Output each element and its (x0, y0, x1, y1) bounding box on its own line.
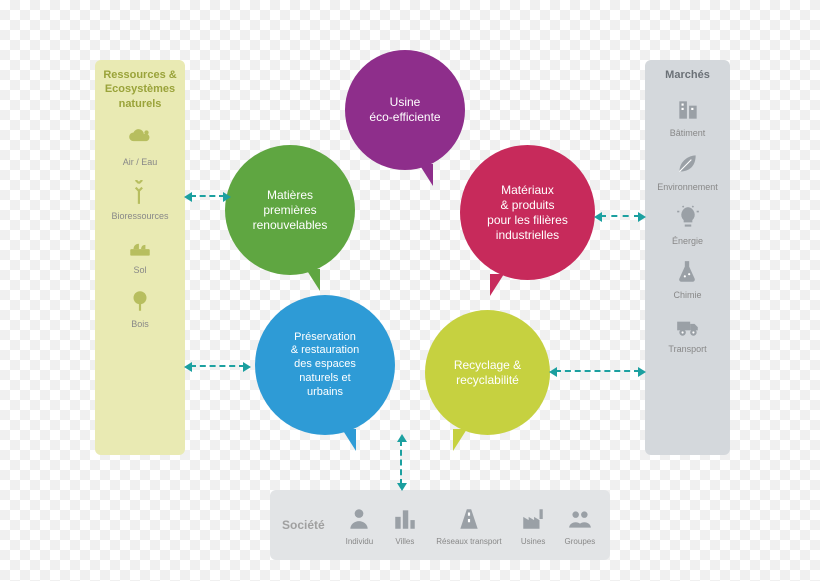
panel-item: Environnement (657, 150, 718, 192)
panel-item-label: Transport (668, 344, 706, 354)
bubble-line: éco-efficiente (369, 110, 440, 125)
panel-item-label: Usines (521, 537, 545, 546)
factory-icon (519, 505, 547, 533)
panel-item: Bioressources (111, 179, 168, 221)
cloud-icon (126, 125, 154, 153)
panel-item: Groupes (565, 505, 596, 546)
bubble-left: Matièrespremièresrenouvelables (225, 145, 355, 275)
tree-icon (126, 287, 154, 315)
bubble-line: premières (253, 203, 328, 218)
connector-arrow (190, 365, 245, 367)
bubble-tail (453, 429, 467, 451)
panel-item-label: Groupes (565, 537, 596, 546)
panel-resources-title: Ressources & Ecosystèmes naturels (95, 60, 185, 119)
bubble-line: industrielles (487, 228, 568, 243)
panel-markets-title: Marchés (645, 60, 730, 90)
panel-item-label: Bois (131, 319, 149, 329)
bubble-right: Matériaux& produitspour les filièresindu… (460, 145, 595, 280)
bubble-line: Recyclage & (454, 358, 521, 373)
connector-arrow (555, 370, 640, 372)
panel-item-label: Villes (395, 537, 414, 546)
bubble-line: & restauration (291, 344, 359, 358)
panel-item-label: Sol (133, 265, 146, 275)
bubble-line: & produits (487, 198, 568, 213)
bubble-tail (490, 274, 504, 296)
road-icon (455, 505, 483, 533)
panel-item: Air / Eau (123, 125, 158, 167)
panel-item: Sol (126, 233, 154, 275)
bubble-line: pour les filières (487, 213, 568, 228)
connector-arrow (400, 440, 402, 485)
group-icon (566, 505, 594, 533)
bubble-line: naturels et (291, 372, 359, 386)
bubble-line: urbains (291, 386, 359, 400)
panel-item-label: Bioressources (111, 211, 168, 221)
soil-icon (126, 233, 154, 261)
panel-item: Transport (668, 312, 706, 354)
truck-icon (674, 312, 702, 340)
panel-society: Société Individu Villes Réseaux transport U… (270, 490, 610, 560)
panel-society-title: Société (270, 518, 337, 532)
bubble-line: Usine (369, 95, 440, 110)
building-icon (674, 96, 702, 124)
bubble-bl: Préservation& restaurationdes espacesnat… (255, 295, 395, 435)
flask-icon (673, 258, 701, 286)
bubble-line: renouvelables (253, 218, 328, 233)
panel-item: Bâtiment (670, 96, 706, 138)
panel-item-label: Environnement (657, 182, 718, 192)
panel-item: Bois (126, 287, 154, 329)
panel-item: Individu (345, 505, 373, 546)
bulb-icon (674, 204, 702, 232)
connector-arrow (190, 195, 225, 197)
bubble-br: Recyclage &recyclabilité (425, 310, 550, 435)
panel-item-label: Individu (346, 537, 374, 546)
panel-markets: Marchés Bâtiment Environnement Énergie Chim… (645, 60, 730, 455)
panel-item-label: Chimie (673, 290, 701, 300)
panel-item-label: Réseaux transport (436, 537, 501, 546)
panel-item: Usines (519, 505, 547, 546)
panel-resources: Ressources & Ecosystèmes naturels Air / … (95, 60, 185, 455)
panel-item-label: Énergie (672, 236, 703, 246)
panel-item-label: Bâtiment (670, 128, 706, 138)
connector-arrow (600, 215, 640, 217)
person-icon (345, 505, 373, 533)
panel-item: Villes (391, 505, 419, 546)
panel-item: Réseaux transport (436, 505, 501, 546)
panel-item: Chimie (673, 258, 701, 300)
bubble-line: des espaces (291, 358, 359, 372)
bubble-tail (306, 269, 320, 291)
bubble-tail (419, 164, 433, 186)
bubble-line: Préservation (291, 331, 359, 345)
wheat-icon (126, 179, 154, 207)
bubble-line: Matériaux (487, 183, 568, 198)
bubble-top: Usineéco-efficiente (345, 50, 465, 170)
city-icon (391, 505, 419, 533)
panel-item-label: Air / Eau (123, 157, 158, 167)
leaf-icon (673, 150, 701, 178)
bubble-tail (342, 429, 356, 451)
panel-item: Énergie (672, 204, 703, 246)
bubble-line: recyclabilité (454, 373, 521, 388)
bubble-line: Matières (253, 188, 328, 203)
